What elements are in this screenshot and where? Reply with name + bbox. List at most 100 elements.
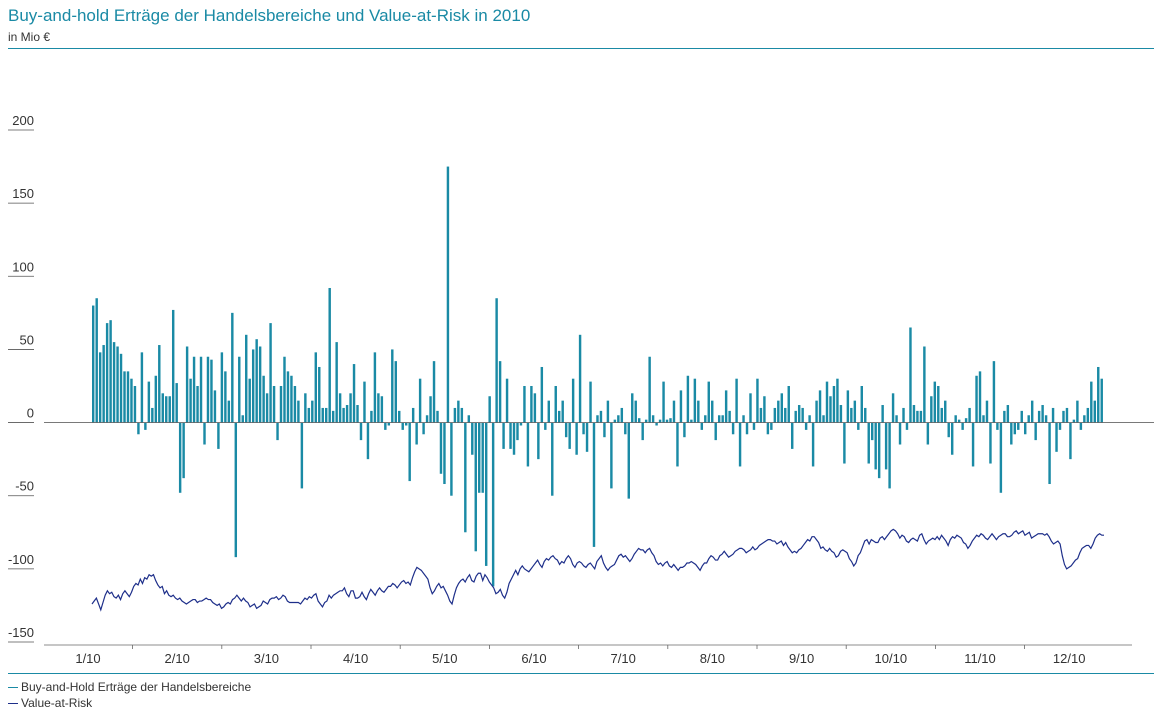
bar bbox=[683, 422, 686, 438]
bar bbox=[853, 400, 857, 423]
bar bbox=[352, 364, 356, 423]
bar bbox=[297, 400, 300, 423]
bar bbox=[829, 396, 832, 423]
bar bbox=[377, 393, 380, 423]
bar bbox=[797, 405, 801, 423]
bar bbox=[495, 298, 498, 423]
bar bbox=[596, 415, 599, 423]
y-tick-label: 100 bbox=[12, 259, 34, 274]
bar bbox=[328, 287, 331, 423]
bar bbox=[325, 407, 328, 423]
bar bbox=[481, 422, 484, 493]
bar bbox=[436, 410, 439, 423]
bar bbox=[651, 415, 655, 423]
bar bbox=[930, 396, 933, 423]
bar bbox=[672, 400, 676, 423]
bar bbox=[839, 405, 843, 423]
bar bbox=[665, 419, 669, 423]
bar bbox=[272, 386, 276, 423]
bar bbox=[526, 422, 530, 467]
bar bbox=[144, 422, 147, 430]
x-tick-label: 7/10 bbox=[611, 651, 636, 666]
bar bbox=[255, 339, 258, 423]
bar bbox=[784, 407, 787, 423]
bar bbox=[439, 422, 443, 474]
bar bbox=[92, 305, 95, 423]
bar bbox=[544, 422, 547, 430]
bar bbox=[547, 400, 550, 423]
bar bbox=[196, 386, 199, 423]
y-tick-label: -150 bbox=[8, 625, 34, 640]
bar bbox=[171, 309, 175, 423]
bar bbox=[363, 381, 366, 423]
bar bbox=[1065, 407, 1069, 423]
bar bbox=[975, 375, 978, 423]
bar bbox=[540, 366, 544, 423]
bar bbox=[606, 400, 610, 423]
bar bbox=[265, 393, 269, 423]
bar bbox=[867, 422, 870, 464]
bar bbox=[359, 422, 363, 441]
bar bbox=[811, 422, 815, 467]
bar bbox=[415, 422, 418, 445]
chart-subtitle: in Mio € bbox=[8, 30, 51, 44]
bar bbox=[533, 393, 537, 423]
bar bbox=[912, 405, 916, 423]
x-tick-label: 6/10 bbox=[521, 651, 546, 666]
bar bbox=[192, 356, 196, 423]
bar bbox=[961, 422, 964, 430]
bar bbox=[1003, 410, 1006, 423]
x-tick-label: 4/10 bbox=[343, 651, 368, 666]
bar bbox=[1034, 422, 1037, 441]
bar bbox=[467, 415, 471, 423]
bar bbox=[637, 418, 641, 423]
bar bbox=[102, 345, 105, 423]
bar bbox=[1044, 415, 1048, 423]
bar bbox=[276, 422, 279, 441]
bar bbox=[909, 327, 912, 423]
bar bbox=[248, 378, 251, 423]
bar bbox=[693, 378, 697, 423]
bar bbox=[648, 356, 651, 423]
bar bbox=[791, 422, 794, 449]
bar bbox=[1041, 405, 1044, 423]
x-tick-label: 8/10 bbox=[700, 651, 725, 666]
bar bbox=[408, 422, 411, 482]
bar bbox=[1062, 410, 1065, 423]
bar bbox=[1010, 422, 1013, 445]
bar bbox=[401, 422, 404, 430]
bar bbox=[151, 407, 154, 423]
bar bbox=[999, 422, 1003, 493]
bar bbox=[728, 410, 731, 423]
bar bbox=[655, 422, 658, 426]
bar bbox=[1051, 407, 1055, 423]
bar bbox=[224, 371, 227, 423]
bar bbox=[262, 375, 265, 423]
bar bbox=[627, 422, 630, 499]
bar bbox=[662, 381, 665, 423]
bar bbox=[926, 422, 930, 445]
bar bbox=[613, 419, 617, 423]
x-tick-label: 2/10 bbox=[165, 651, 190, 666]
legend-swatch-buy-and-hold bbox=[8, 686, 18, 688]
bar bbox=[756, 378, 759, 423]
y-tick-label: -100 bbox=[8, 552, 34, 567]
bar bbox=[1030, 400, 1034, 423]
bar bbox=[245, 334, 248, 423]
bar bbox=[603, 422, 606, 438]
bar bbox=[126, 371, 130, 423]
bar bbox=[418, 378, 422, 423]
bar bbox=[429, 396, 432, 423]
legend-item-value-at-risk: Value-at-Risk bbox=[8, 695, 251, 711]
bar bbox=[571, 378, 575, 423]
bar bbox=[286, 371, 290, 423]
bar bbox=[502, 422, 505, 449]
bar bbox=[384, 422, 387, 430]
bar bbox=[950, 422, 954, 455]
y-tick-label: 150 bbox=[12, 186, 34, 201]
bar bbox=[808, 415, 811, 423]
bar bbox=[206, 356, 210, 423]
bar bbox=[505, 378, 509, 423]
bar bbox=[227, 400, 231, 423]
